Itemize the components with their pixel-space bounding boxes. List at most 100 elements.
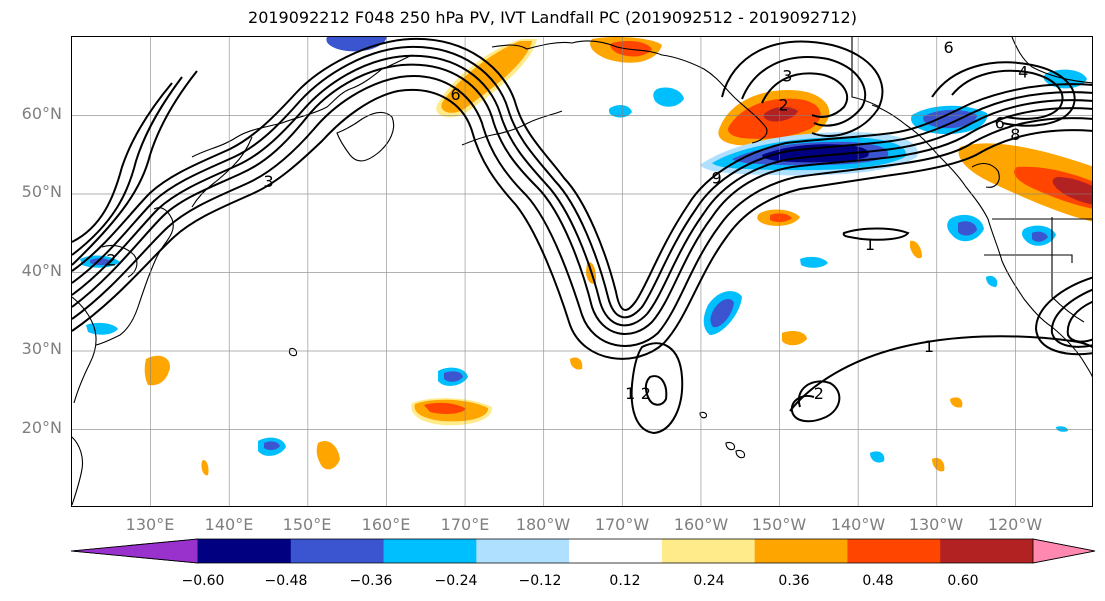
- colorbar-segment: [476, 539, 570, 563]
- pv-positive-anomaly: [932, 457, 945, 472]
- colorbar-segment: [754, 539, 848, 563]
- coastline: [735, 449, 746, 459]
- contour-label: 2: [641, 384, 651, 403]
- coastline: [725, 441, 736, 451]
- colorbar-tick-label: 0.48: [862, 573, 894, 589]
- pv-negative-anomaly: [710, 299, 734, 328]
- lon-label-160W: 160°W: [673, 515, 729, 534]
- pv-negative-anomaly: [608, 104, 632, 118]
- pv-positive-anomaly: [144, 355, 170, 386]
- colorbar-segment: [847, 539, 941, 563]
- ivt-contour: [1034, 276, 1092, 356]
- ivt-contour: [72, 82, 173, 243]
- ivt-contour: [1066, 300, 1092, 343]
- ivt-contour: [72, 54, 1092, 327]
- lat-label-20: 20°N: [21, 418, 62, 437]
- pv-negative-anomaly: [958, 221, 977, 236]
- ivt-contour-layer: [72, 37, 1092, 435]
- colorbar-segment: [940, 539, 1034, 563]
- ivt-contour: [644, 375, 668, 406]
- ivt-contour: [72, 88, 1092, 360]
- lon-label-140E: 140°E: [204, 515, 254, 534]
- contour-label: 2: [106, 251, 116, 270]
- border: [1011, 37, 1092, 84]
- pv-negative-anomaly: [264, 441, 280, 451]
- border: [984, 254, 1073, 263]
- ivt-contour: [72, 63, 1092, 335]
- coastline: [288, 347, 298, 357]
- contour-label: 1: [865, 235, 875, 254]
- lon-label-170E: 170°E: [440, 515, 490, 534]
- contour-label: 1: [625, 384, 635, 403]
- lon-label-130E: 130°E: [125, 515, 175, 534]
- colorbar-segment: [383, 539, 477, 563]
- contour-label: 2: [778, 95, 788, 114]
- lon-label-140W: 140°W: [830, 515, 886, 534]
- coastline: [95, 207, 174, 346]
- colorbar-tick-label: −0.12: [518, 573, 562, 589]
- contour-label: 9: [712, 168, 722, 187]
- pv-positive-anomaly: [1052, 177, 1092, 205]
- coastline: [72, 296, 97, 404]
- coastline: [461, 110, 563, 146]
- coastline: [871, 104, 1092, 378]
- pv-positive-anomaly: [770, 213, 792, 223]
- ivt-contour: [72, 76, 183, 256]
- contour-label: 3: [782, 66, 792, 85]
- ivt-contour: [790, 380, 841, 423]
- figure-title: 2019092212 F048 250 hPa PV, IVT Landfall…: [248, 8, 857, 27]
- border: [1051, 217, 1085, 323]
- pv-negative-anomaly: [1056, 426, 1068, 432]
- colorbar-tick-label: 0.36: [778, 573, 810, 589]
- pv-negative-anomaly: [800, 256, 828, 268]
- pv-positive-anomaly: [763, 106, 798, 122]
- pv-negative-anomaly: [653, 87, 684, 107]
- pv-positive-anomaly: [570, 357, 583, 370]
- pv-positive-anomaly: [201, 460, 209, 476]
- contour-label: 3: [263, 172, 273, 191]
- pv-negative-anomaly: [762, 144, 869, 163]
- ivt-contour: [931, 61, 1076, 127]
- pv-positive-anomaly: [316, 440, 340, 470]
- pv-negative-anomaly: [326, 37, 387, 52]
- contour-label: 6: [995, 113, 1005, 132]
- ivt-contour: [72, 70, 198, 266]
- ivt-contour: [72, 37, 1092, 311]
- colorbar-tick-label: −0.36: [349, 573, 393, 589]
- coastline: [971, 162, 1000, 188]
- lon-label-160E: 160°E: [361, 515, 411, 534]
- colorbar-tick-label: 0.60: [947, 573, 979, 589]
- pv-negative-anomaly: [986, 275, 998, 287]
- contour-label: 8: [1010, 125, 1020, 144]
- colorbar-tick-label: 0.24: [693, 573, 725, 589]
- lon-label-170W: 170°W: [594, 515, 650, 534]
- ivt-contour: [789, 335, 1092, 412]
- pv-negative-anomaly: [1032, 231, 1048, 242]
- pv-positive-anomaly: [910, 240, 922, 259]
- ivt-contour: [1050, 288, 1092, 348]
- colorbar-tick-label: −0.60: [181, 573, 225, 589]
- lat-label-60: 60°N: [21, 104, 62, 123]
- colorbar-tick-label: 0.12: [609, 573, 641, 589]
- lon-label-150W: 150°W: [751, 515, 807, 534]
- ivt-contour: [72, 45, 1092, 319]
- ivt-contour: [72, 75, 1092, 347]
- ivt-contour: [721, 40, 884, 137]
- colorbar-segment: [290, 539, 385, 563]
- ivt-contour: [741, 56, 867, 127]
- colorbar-segment: [661, 539, 756, 563]
- contour-label: 4: [1018, 62, 1028, 81]
- coastline: [72, 436, 84, 506]
- lon-label-150E: 150°E: [282, 515, 332, 534]
- lon-label-120W: 120°W: [987, 515, 1043, 534]
- colorbar: [70, 538, 1096, 564]
- colorbar-segment: [569, 539, 663, 563]
- ivt-contour: [842, 227, 910, 241]
- colorbar-tick-label: −0.48: [264, 573, 308, 589]
- lat-label-50: 50°N: [21, 182, 62, 201]
- lon-label-180W: 180°W: [515, 515, 571, 534]
- ivt-contour: [761, 72, 849, 118]
- pv-negative-anomaly: [86, 322, 118, 335]
